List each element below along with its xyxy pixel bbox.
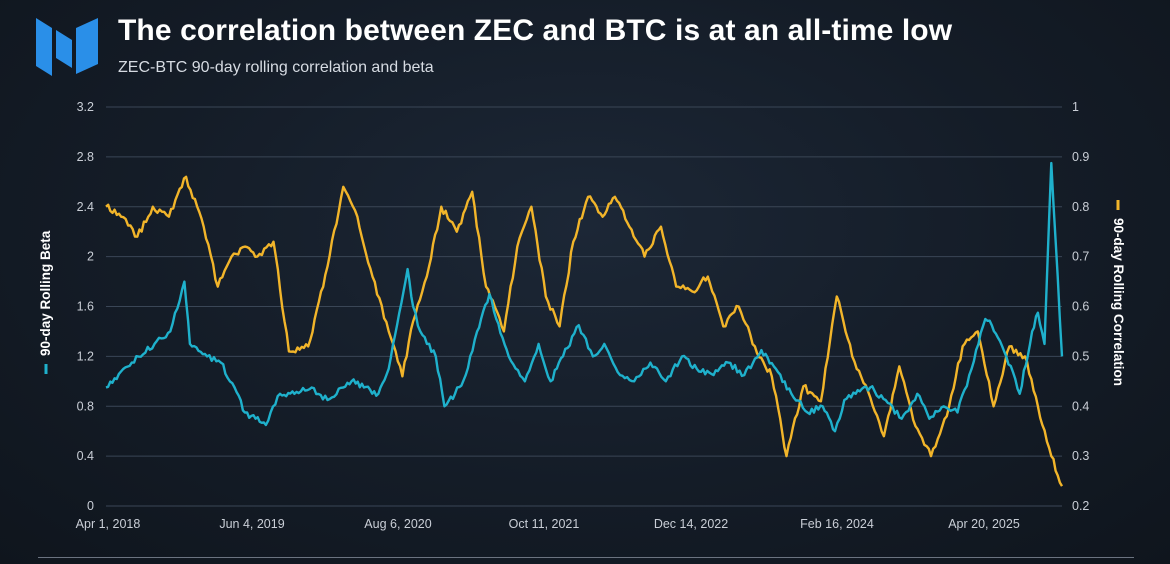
x-tick-label: Aug 6, 2020 bbox=[364, 517, 431, 531]
left-tick-label: 3.2 bbox=[77, 100, 94, 114]
correlation-series-line bbox=[105, 175, 1064, 487]
right-tick-label: 0.7 bbox=[1072, 250, 1089, 264]
x-axis-ticks: Apr 1, 2018 Jun 4, 2019 Aug 6, 2020 Oct 11,… bbox=[76, 517, 1020, 531]
logo-shape-mid bbox=[56, 30, 72, 68]
right-tick-label: 0.8 bbox=[1072, 200, 1089, 214]
left-axis-title-group: 90-day Rolling Beta bbox=[38, 230, 53, 374]
left-tick-label: 0.8 bbox=[77, 399, 94, 413]
left-tick-label: 2 bbox=[87, 250, 94, 264]
x-tick-label: Dec 14, 2022 bbox=[654, 517, 728, 531]
brand-logo bbox=[36, 18, 98, 76]
right-axis-title: 90-day Rolling Correlation bbox=[1111, 218, 1126, 386]
gridlines bbox=[106, 106, 1062, 507]
left-tick-label: 0 bbox=[87, 499, 94, 513]
series-lines bbox=[105, 161, 1064, 487]
right-tick-label: 1 bbox=[1072, 100, 1079, 114]
x-tick-label: Feb 16, 2024 bbox=[800, 517, 874, 531]
left-axis-title: 90-day Rolling Beta bbox=[38, 230, 53, 356]
x-tick-label: Apr 20, 2025 bbox=[948, 517, 1020, 531]
right-tick-label: 0.9 bbox=[1072, 150, 1089, 164]
right-tick-label: 0.2 bbox=[1072, 499, 1089, 513]
x-tick-label: Jun 4, 2019 bbox=[219, 517, 284, 531]
left-tick-label: 2.8 bbox=[77, 150, 94, 164]
left-tick-label: 0.4 bbox=[77, 449, 94, 463]
left-tick-label: 1.6 bbox=[77, 300, 94, 314]
left-tick-label: 2.4 bbox=[77, 200, 94, 214]
right-axis-title-group: 90-day Rolling Correlation bbox=[1111, 200, 1126, 386]
right-axis-ticks: 0.2 0.3 0.4 0.5 0.6 0.7 0.8 0.9 1 bbox=[1072, 100, 1089, 513]
left-tick-label: 1.2 bbox=[77, 349, 94, 363]
beta-series-line bbox=[105, 161, 1064, 433]
chart-subtitle: ZEC-BTC 90-day rolling correlation and b… bbox=[118, 59, 434, 76]
x-tick-label: Apr 1, 2018 bbox=[76, 517, 141, 531]
chart-title: The correlation between ZEC and BTC is a… bbox=[118, 14, 953, 47]
right-tick-label: 0.6 bbox=[1072, 300, 1089, 314]
logo-shape-left bbox=[36, 18, 52, 76]
right-tick-label: 0.4 bbox=[1072, 399, 1089, 413]
right-tick-label: 0.5 bbox=[1072, 349, 1089, 363]
footer-divider bbox=[38, 557, 1134, 558]
logo-shape-right bbox=[76, 18, 98, 74]
left-axis-ticks: 0 0.4 0.8 1.2 1.6 2 2.4 2.8 3.2 bbox=[77, 100, 94, 513]
right-tick-label: 0.3 bbox=[1072, 449, 1089, 463]
x-tick-label: Oct 11, 2021 bbox=[509, 517, 580, 531]
